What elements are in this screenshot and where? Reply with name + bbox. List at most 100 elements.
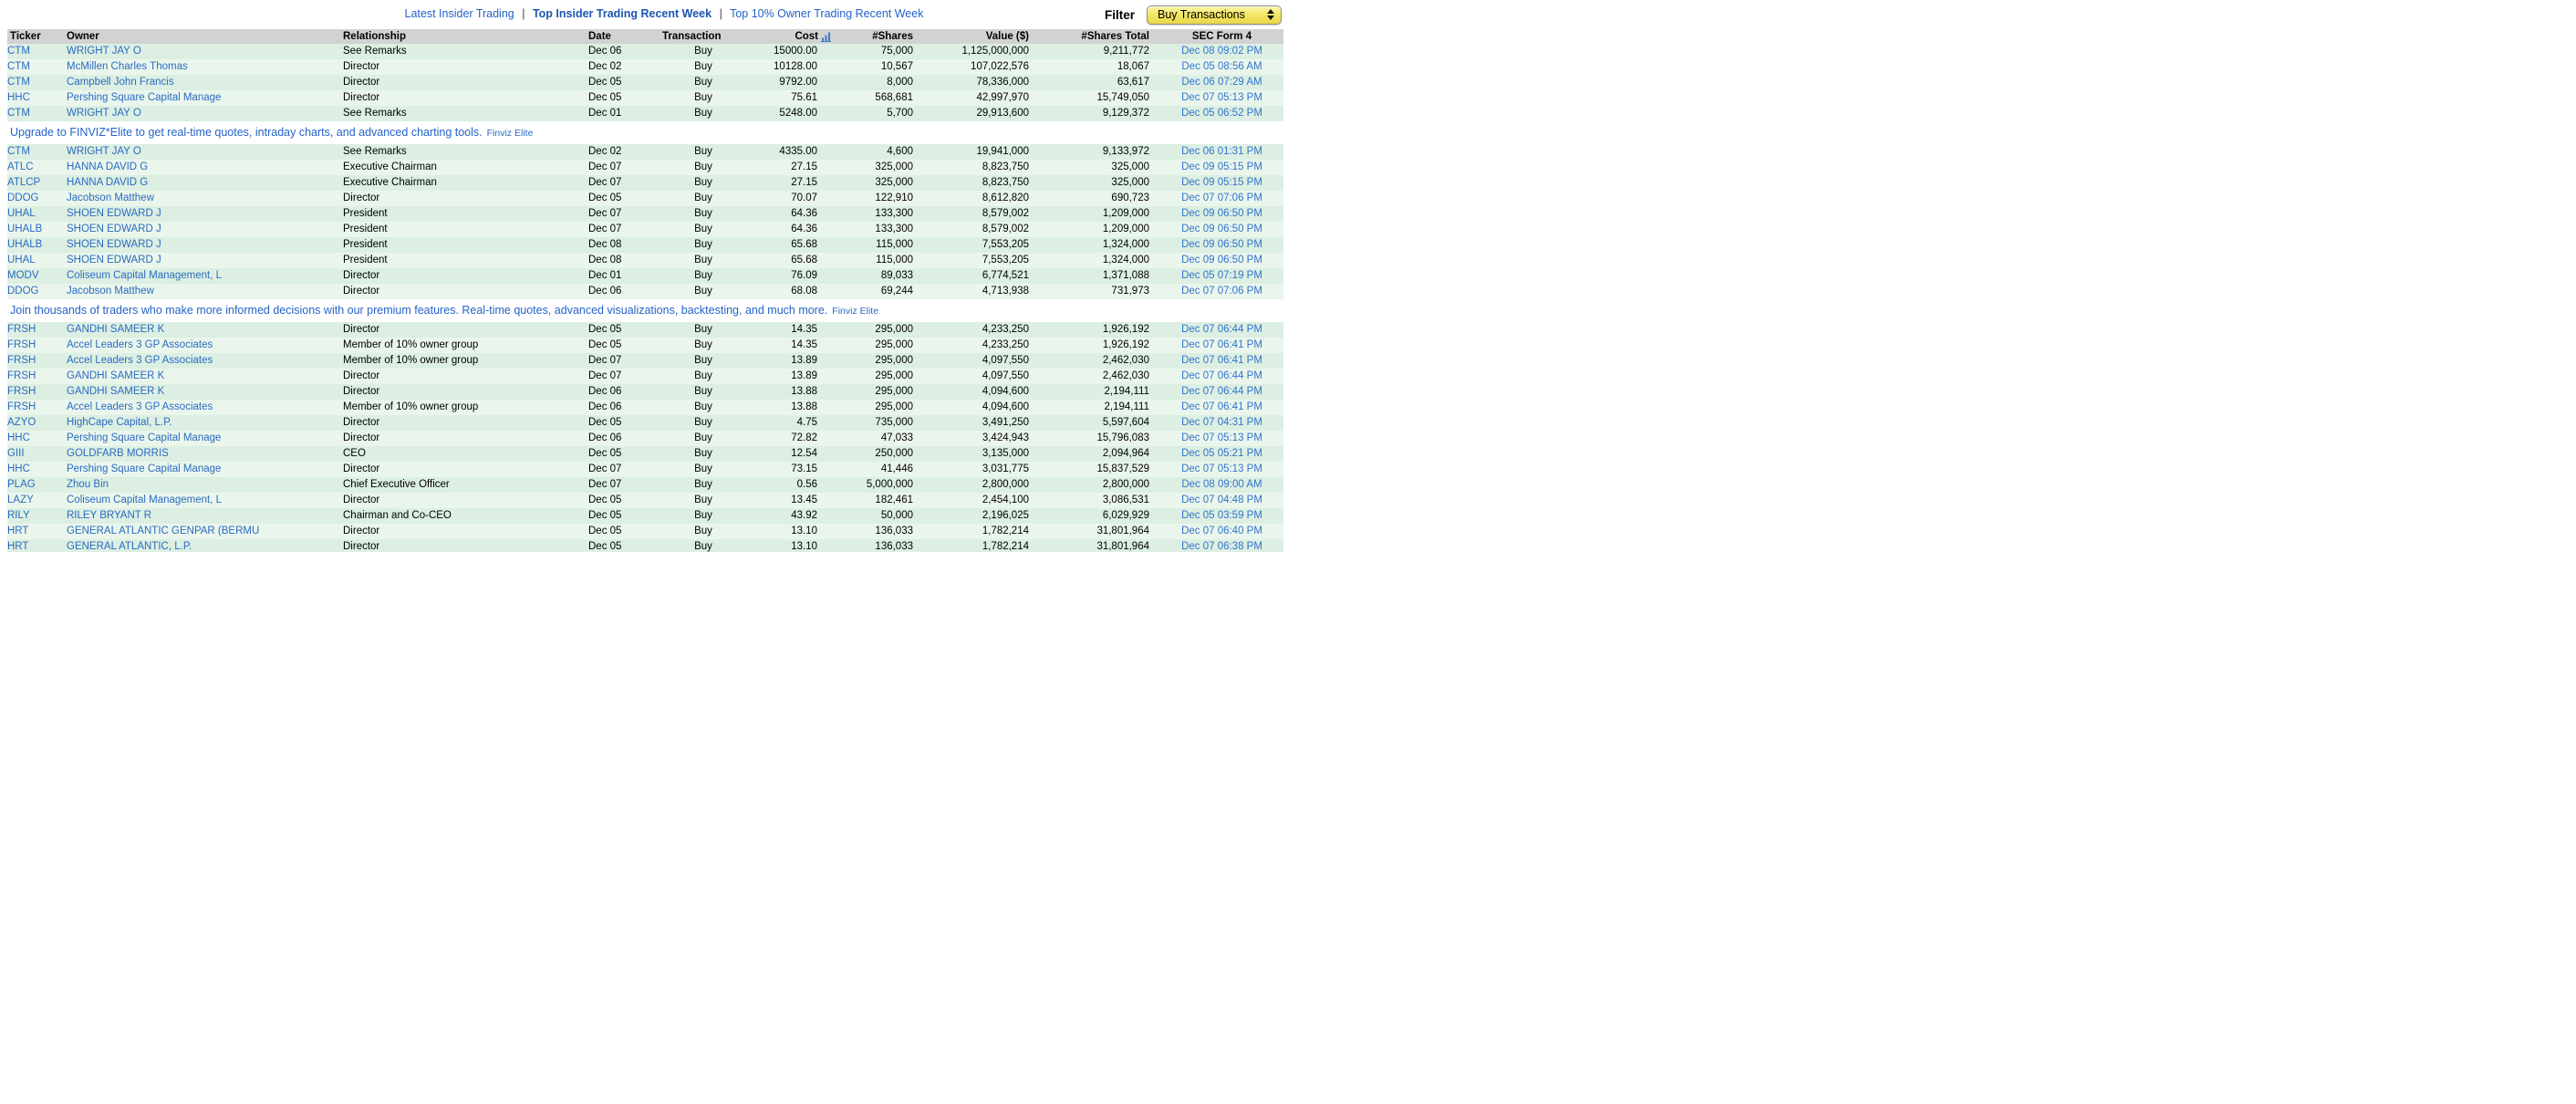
- col-header-value[interactable]: Value ($): [924, 29, 1040, 44]
- col-header-shares[interactable]: #Shares: [833, 29, 924, 44]
- owner-link[interactable]: GANDHI SAMEER K: [67, 370, 165, 381]
- col-header-shares-total[interactable]: #Shares Total: [1040, 29, 1160, 44]
- sec-form-link[interactable]: Dec 05 08:56 AM: [1181, 61, 1262, 72]
- sec-form-link[interactable]: Dec 07 06:44 PM: [1181, 386, 1262, 397]
- sec-form-link[interactable]: Dec 07 06:44 PM: [1181, 370, 1262, 381]
- owner-link[interactable]: HANNA DAVID G: [67, 177, 149, 188]
- sec-form-link[interactable]: Dec 09 05:15 PM: [1181, 161, 1262, 172]
- sec-form-link[interactable]: Dec 07 06:44 PM: [1181, 324, 1262, 335]
- ticker-link[interactable]: FRSH: [7, 324, 36, 335]
- transaction-filter-select[interactable]: Buy Transactions: [1147, 5, 1282, 25]
- ticker-link[interactable]: HHC: [7, 92, 30, 103]
- owner-link[interactable]: RILEY BRYANT R: [67, 510, 152, 521]
- owner-link[interactable]: Accel Leaders 3 GP Associates: [67, 355, 213, 366]
- sec-form-link[interactable]: Dec 07 05:13 PM: [1181, 463, 1262, 474]
- owner-link[interactable]: WRIGHT JAY O: [67, 146, 141, 157]
- ticker-link[interactable]: DDOG: [7, 286, 39, 297]
- owner-link[interactable]: GANDHI SAMEER K: [67, 324, 165, 335]
- col-header-date[interactable]: Date: [588, 29, 662, 44]
- owner-link[interactable]: Accel Leaders 3 GP Associates: [67, 339, 213, 350]
- ticker-link[interactable]: FRSH: [7, 386, 36, 397]
- owner-link[interactable]: Pershing Square Capital Manage: [67, 463, 222, 474]
- ticker-link[interactable]: CTM: [7, 108, 30, 119]
- owner-link[interactable]: Accel Leaders 3 GP Associates: [67, 401, 213, 412]
- sec-form-link[interactable]: Dec 08 09:02 PM: [1181, 46, 1262, 57]
- sec-form-link[interactable]: Dec 06 07:29 AM: [1181, 77, 1262, 88]
- sec-form-link[interactable]: Dec 07 07:06 PM: [1181, 286, 1262, 297]
- sec-form-link[interactable]: Dec 05 03:59 PM: [1181, 510, 1262, 521]
- owner-link[interactable]: Jacobson Matthew: [67, 286, 154, 297]
- sec-form-link[interactable]: Dec 09 06:50 PM: [1181, 239, 1262, 250]
- sec-form-link[interactable]: Dec 07 06:41 PM: [1181, 355, 1262, 366]
- owner-link[interactable]: Coliseum Capital Management, L: [67, 270, 223, 281]
- owner-link[interactable]: WRIGHT JAY O: [67, 108, 141, 119]
- ticker-link[interactable]: RILY: [7, 510, 30, 521]
- owner-link[interactable]: HighCape Capital, L.P.: [67, 417, 172, 428]
- ticker-link[interactable]: FRSH: [7, 339, 36, 350]
- finviz-elite-link[interactable]: Finviz Elite: [486, 128, 534, 139]
- sec-form-link[interactable]: Dec 07 04:31 PM: [1181, 417, 1262, 428]
- ticker-link[interactable]: PLAG: [7, 479, 36, 490]
- sec-form-link[interactable]: Dec 09 06:50 PM: [1181, 255, 1262, 266]
- owner-link[interactable]: GENERAL ATLANTIC GENPAR (BERMU: [67, 526, 260, 536]
- sec-form-link[interactable]: Dec 07 06:40 PM: [1181, 526, 1262, 536]
- owner-link[interactable]: Coliseum Capital Management, L: [67, 495, 223, 505]
- sec-form-link[interactable]: Dec 07 04:48 PM: [1181, 495, 1262, 505]
- owner-link[interactable]: SHOEN EDWARD J: [67, 224, 161, 234]
- sec-form-link[interactable]: Dec 07 07:06 PM: [1181, 193, 1262, 203]
- ticker-link[interactable]: FRSH: [7, 370, 36, 381]
- ticker-link[interactable]: CTM: [7, 77, 30, 88]
- owner-link[interactable]: GENERAL ATLANTIC, L.P.: [67, 541, 192, 552]
- sec-form-link[interactable]: Dec 09 06:50 PM: [1181, 224, 1262, 234]
- owner-link[interactable]: GANDHI SAMEER K: [67, 386, 165, 397]
- sec-form-link[interactable]: Dec 07 06:41 PM: [1181, 401, 1262, 412]
- sec-form-link[interactable]: Dec 05 05:21 PM: [1181, 448, 1262, 459]
- owner-link[interactable]: SHOEN EDWARD J: [67, 255, 161, 266]
- ticker-link[interactable]: UHAL: [7, 208, 36, 219]
- owner-link[interactable]: McMillen Charles Thomas: [67, 61, 188, 72]
- sec-form-link[interactable]: Dec 07 05:13 PM: [1181, 92, 1262, 103]
- nav-link-top-10-owner-trading-recent-week[interactable]: Top 10% Owner Trading Recent Week: [730, 7, 924, 20]
- sec-form-link[interactable]: Dec 09 05:15 PM: [1181, 177, 1262, 188]
- ticker-link[interactable]: FRSH: [7, 355, 36, 366]
- ticker-link[interactable]: AZYO: [7, 417, 36, 428]
- col-header-sec-form-4[interactable]: SEC Form 4: [1160, 29, 1283, 44]
- sec-form-link[interactable]: Dec 06 01:31 PM: [1181, 146, 1262, 157]
- ticker-link[interactable]: ATLC: [7, 161, 34, 172]
- sec-form-link[interactable]: Dec 08 09:00 AM: [1181, 479, 1262, 490]
- finviz-elite-link[interactable]: Finviz Elite: [832, 306, 879, 317]
- sec-form-link[interactable]: Dec 05 06:52 PM: [1181, 108, 1262, 119]
- ticker-link[interactable]: CTM: [7, 61, 30, 72]
- ticker-link[interactable]: HHC: [7, 463, 30, 474]
- ticker-link[interactable]: UHALB: [7, 239, 43, 250]
- ticker-link[interactable]: MODV: [7, 270, 39, 281]
- sec-form-link[interactable]: Dec 05 07:19 PM: [1181, 270, 1262, 281]
- sec-form-link[interactable]: Dec 09 06:50 PM: [1181, 208, 1262, 219]
- owner-link[interactable]: Zhou Bin: [67, 479, 109, 490]
- col-header-cost[interactable]: Cost: [744, 29, 833, 44]
- owner-link[interactable]: Pershing Square Capital Manage: [67, 92, 222, 103]
- owner-link[interactable]: SHOEN EDWARD J: [67, 208, 161, 219]
- sec-form-link[interactable]: Dec 07 06:38 PM: [1181, 541, 1262, 552]
- ticker-link[interactable]: ATLCP: [7, 177, 41, 188]
- sec-form-link[interactable]: Dec 07 06:41 PM: [1181, 339, 1262, 350]
- ticker-link[interactable]: HRT: [7, 541, 29, 552]
- ticker-link[interactable]: HHC: [7, 432, 30, 443]
- ticker-link[interactable]: DDOG: [7, 193, 39, 203]
- owner-link[interactable]: HANNA DAVID G: [67, 161, 149, 172]
- nav-link-top-insider-trading-recent-week[interactable]: Top Insider Trading Recent Week: [532, 7, 712, 20]
- owner-link[interactable]: Campbell John Francis: [67, 77, 174, 88]
- owner-link[interactable]: Pershing Square Capital Manage: [67, 432, 222, 443]
- col-header-owner[interactable]: Owner: [67, 29, 343, 44]
- sec-form-link[interactable]: Dec 07 05:13 PM: [1181, 432, 1262, 443]
- ticker-link[interactable]: CTM: [7, 46, 30, 57]
- ticker-link[interactable]: UHAL: [7, 255, 36, 266]
- ticker-link[interactable]: LAZY: [7, 495, 34, 505]
- ticker-link[interactable]: FRSH: [7, 401, 36, 412]
- col-header-transaction[interactable]: Transaction: [662, 29, 744, 44]
- ticker-link[interactable]: HRT: [7, 526, 29, 536]
- owner-link[interactable]: WRIGHT JAY O: [67, 46, 141, 57]
- owner-link[interactable]: GOLDFARB MORRIS: [67, 448, 169, 459]
- ticker-link[interactable]: CTM: [7, 146, 30, 157]
- owner-link[interactable]: SHOEN EDWARD J: [67, 239, 161, 250]
